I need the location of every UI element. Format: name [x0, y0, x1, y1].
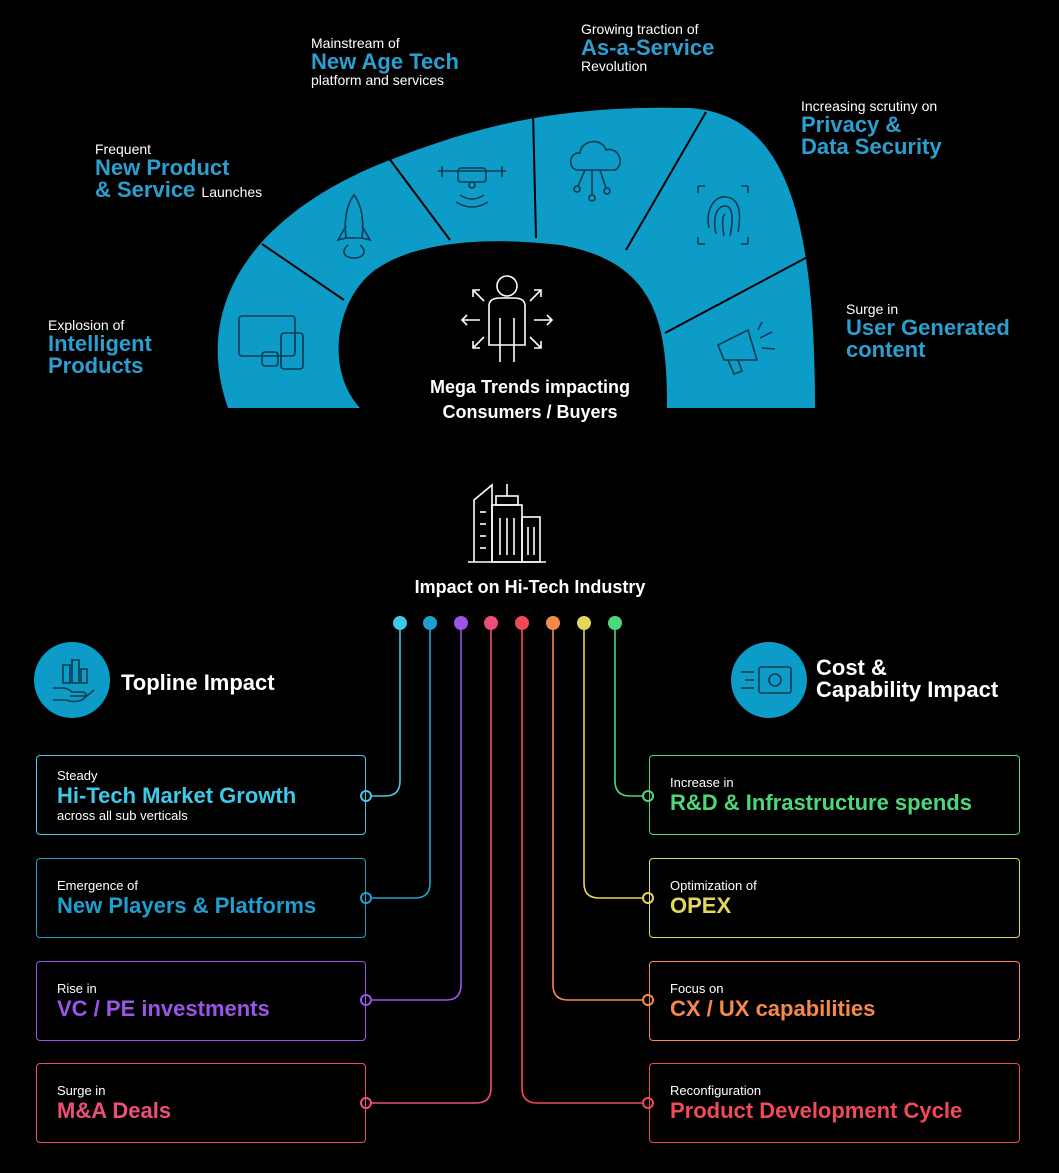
impact-box-right: Optimization of OPEX	[649, 858, 1020, 938]
box-pre: Focus on	[670, 980, 724, 996]
box-title: New Players & Platforms	[57, 892, 317, 918]
box-endpoints	[360, 790, 654, 1109]
trend-post: platform and services	[311, 71, 445, 88]
devices-icon	[238, 315, 304, 370]
center-line2: Consumers / Buyers	[442, 402, 618, 422]
trend-title: Privacy &	[801, 111, 902, 137]
center-title: Mega Trends impacting Consumers / Buyers	[360, 375, 700, 425]
trend-as-a-service: Growing traction of As-a-Service Revolut…	[581, 22, 714, 73]
fingerprint-icon	[697, 185, 749, 245]
trend-pre: Mainstream of	[311, 35, 400, 51]
hand-chart-icon	[34, 642, 110, 718]
trend-post: Launches	[201, 183, 263, 200]
impact-box-left: Emergence of New Players & Platforms	[36, 858, 366, 938]
connector-green	[614, 624, 648, 797]
trend-title-line2: & Service Launches	[95, 176, 263, 203]
trend-pre: Frequent	[95, 141, 152, 157]
box-title: OPEX	[670, 892, 732, 918]
trend-title: Intelligent	[48, 330, 152, 356]
impact-box-left: Rise in VC / PE investments	[36, 961, 366, 1041]
box-pre: Reconfiguration	[670, 1082, 762, 1098]
person-icon	[460, 275, 554, 362]
trend-post: Revolution	[581, 57, 648, 74]
drone-icon	[438, 166, 506, 208]
box-title: Hi-Tech Market Growth	[57, 782, 297, 808]
trend-arc	[217, 107, 815, 408]
impact-box-left: Surge in M&A Deals	[36, 1063, 366, 1143]
box-title: R&D & Infrastructure spends	[670, 789, 972, 815]
box-pre: Rise in	[57, 980, 97, 996]
money-icon	[731, 642, 807, 718]
trend-new-product: Frequent New Product & Service Launches	[95, 142, 262, 203]
box-sub: across all sub verticals	[57, 807, 188, 823]
rocket-icon	[336, 193, 372, 259]
connector-purple	[366, 624, 462, 1001]
connector-yellow	[583, 624, 648, 899]
connector-dots	[393, 616, 622, 630]
trend-title: As-a-Service	[581, 34, 715, 60]
trend-pre: Increasing scrutiny on	[801, 98, 938, 114]
trend-title: Products	[48, 352, 144, 378]
topline-title: Topline Impact	[121, 670, 275, 695]
industry-title: Impact on Hi-Tech Industry	[414, 577, 646, 597]
connector-pink	[366, 624, 492, 1104]
trend-title: Data Security	[801, 133, 942, 159]
trend-title: New Age Tech	[311, 48, 459, 74]
center-line1: Mega Trends impacting	[429, 377, 631, 397]
trend-user-generated: Surge in User Generated content	[846, 302, 1010, 361]
trend-pre: Explosion of	[48, 317, 125, 333]
trend-new-age-tech: Mainstream of New Age Tech platform and …	[311, 36, 459, 87]
box-pre: Steady	[57, 767, 98, 783]
trend-pre: Growing traction of	[581, 21, 699, 37]
trend-title: User Generated	[846, 314, 1010, 340]
box-title: M&A Deals	[57, 1097, 172, 1123]
trend-title: content	[846, 336, 926, 362]
cost-line2: Capability Impact	[816, 677, 999, 702]
trend-title: & Service	[95, 176, 196, 202]
impact-box-right: Increase in R&D & Infrastructure spends	[649, 755, 1020, 835]
building-icon	[468, 483, 546, 563]
impact-box-right: Reconfiguration Product Development Cycl…	[649, 1063, 1020, 1143]
trend-title: New Product	[95, 154, 230, 180]
box-title: VC / PE investments	[57, 995, 270, 1021]
cloud-network-icon	[569, 140, 621, 202]
connector-cyan	[366, 624, 401, 797]
connector-orange	[552, 624, 648, 1001]
box-title: CX / UX capabilities	[670, 995, 876, 1021]
connector-red	[521, 624, 648, 1104]
impact-box-right: Focus on CX / UX capabilities	[649, 961, 1020, 1041]
box-pre: Surge in	[57, 1082, 106, 1098]
box-pre: Increase in	[670, 774, 734, 790]
box-title: Product Development Cycle	[670, 1097, 963, 1123]
connector-teal	[366, 624, 431, 899]
cost-title: Cost & Capability Impact	[816, 657, 998, 701]
box-pre: Optimization of	[670, 877, 757, 893]
box-pre: Emergence of	[57, 877, 138, 893]
trend-pre: Surge in	[846, 301, 899, 317]
impact-box-left: Steady Hi-Tech Market Growth across all …	[36, 755, 366, 835]
cost-line1: Cost &	[816, 655, 887, 680]
trend-privacy: Increasing scrutiny on Privacy & Data Se…	[801, 99, 942, 158]
megaphone-icon	[716, 321, 776, 376]
trend-intelligent-products: Explosion of Intelligent Products	[48, 318, 152, 377]
